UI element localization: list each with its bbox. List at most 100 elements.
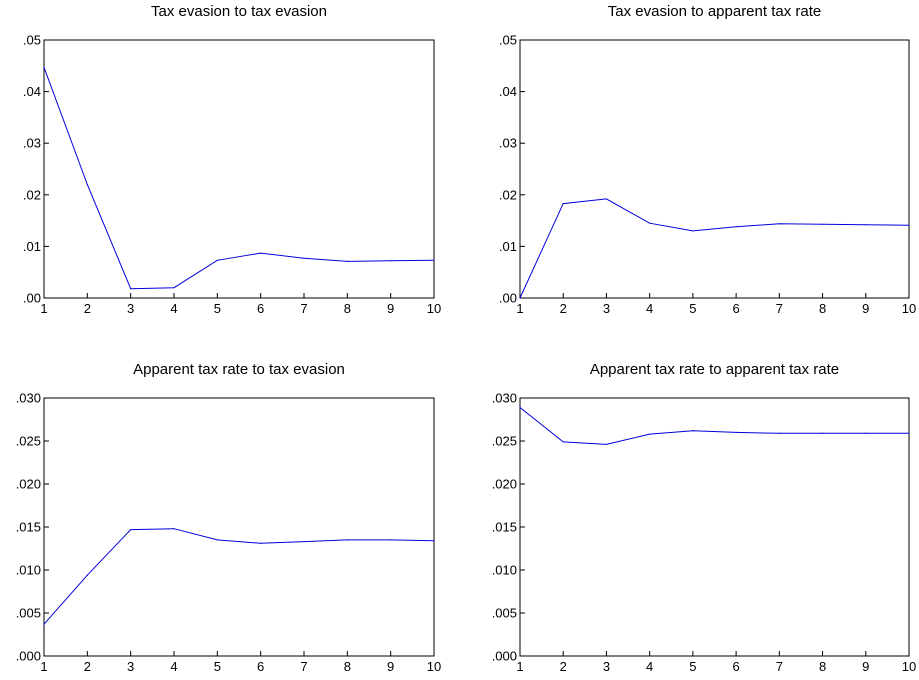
x-tick-label: 10 bbox=[427, 301, 441, 316]
x-tick-label: 2 bbox=[84, 659, 91, 674]
y-tick-label: .05 bbox=[499, 33, 517, 48]
x-tick-label: 8 bbox=[344, 301, 351, 316]
x-tick-label: 6 bbox=[257, 659, 264, 674]
data-point bbox=[173, 287, 175, 289]
x-tick-label: 9 bbox=[387, 301, 394, 316]
x-tick-label: 5 bbox=[689, 301, 696, 316]
y-tick-label: .020 bbox=[16, 477, 41, 492]
x-tick-label: 3 bbox=[127, 659, 134, 674]
x-tick-label: 4 bbox=[170, 659, 177, 674]
data-point bbox=[649, 433, 651, 435]
chart-title: Apparent tax rate to apparent tax rate bbox=[590, 361, 839, 378]
y-tick-label: .04 bbox=[499, 84, 517, 99]
data-point bbox=[865, 224, 867, 226]
x-tick-label: 7 bbox=[776, 659, 783, 674]
data-point bbox=[43, 623, 45, 625]
chart-panel-2: Tax evasion to apparent tax rate .00 .01 .0… bbox=[499, 3, 916, 316]
data-point bbox=[908, 432, 910, 434]
y-tick-label: .01 bbox=[23, 239, 41, 254]
data-point bbox=[735, 431, 737, 433]
x-tick-label: 2 bbox=[560, 301, 567, 316]
plot-frame bbox=[519, 397, 910, 657]
chart-panel-3: Apparent tax rate to tax evasion .000 .005… bbox=[16, 361, 442, 674]
x-tick-label: 5 bbox=[689, 659, 696, 674]
data-point bbox=[216, 259, 218, 261]
x-tick-label: 5 bbox=[214, 659, 221, 674]
y-tick-label: .005 bbox=[492, 606, 517, 621]
y-tick-label: .000 bbox=[16, 649, 41, 664]
x-tick-label: 8 bbox=[344, 659, 351, 674]
y-tick-label: .030 bbox=[16, 391, 41, 406]
data-point bbox=[346, 260, 348, 262]
chart-title: Tax evasion to apparent tax rate bbox=[608, 3, 821, 20]
data-point bbox=[821, 223, 824, 225]
x-tick-label: 9 bbox=[862, 301, 869, 316]
data-point bbox=[778, 223, 780, 225]
y-tick-label: .020 bbox=[492, 477, 517, 492]
x-tick-label: 7 bbox=[776, 301, 783, 316]
x-tick-label: 3 bbox=[127, 301, 134, 316]
x-tick-label: 1 bbox=[40, 301, 47, 316]
data-point bbox=[519, 297, 521, 299]
x-tick-label: 4 bbox=[646, 301, 653, 316]
y-tick-label: .005 bbox=[16, 606, 41, 621]
x-tick-label: 1 bbox=[40, 659, 47, 674]
x-tick-label: 6 bbox=[732, 659, 739, 674]
plot-frame bbox=[43, 397, 435, 657]
x-tick-label: 8 bbox=[819, 301, 826, 316]
series-line bbox=[519, 198, 910, 299]
data-point bbox=[86, 183, 88, 186]
data-point bbox=[605, 198, 608, 200]
data-point bbox=[605, 443, 608, 446]
x-tick-label: 8 bbox=[819, 659, 826, 674]
y-tick-label: .04 bbox=[23, 84, 41, 99]
chart-panel-1: Tax evasion to tax evasion .00 .01 .02 .03 .0… bbox=[23, 3, 441, 316]
y-tick-label: .03 bbox=[499, 136, 517, 151]
x-tick-label: 1 bbox=[516, 301, 523, 316]
data-point bbox=[390, 539, 392, 541]
data-point bbox=[390, 260, 392, 262]
y-tick-label: .01 bbox=[499, 239, 517, 254]
y-tick-label: .010 bbox=[16, 563, 41, 578]
chart-title: Apparent tax rate to tax evasion bbox=[133, 361, 345, 378]
chart-title: Tax evasion to tax evasion bbox=[151, 3, 327, 20]
data-point bbox=[692, 430, 694, 432]
data-point bbox=[173, 528, 175, 530]
y-tick-label: .02 bbox=[499, 187, 517, 202]
x-tick-label: 2 bbox=[84, 301, 91, 316]
data-point bbox=[130, 288, 132, 290]
data-point bbox=[519, 406, 521, 409]
data-point bbox=[692, 230, 694, 232]
data-point bbox=[260, 252, 262, 254]
data-point bbox=[433, 259, 435, 261]
x-tick-label: 9 bbox=[862, 659, 869, 674]
data-point bbox=[908, 224, 910, 226]
plot-frame bbox=[519, 39, 910, 299]
data-point bbox=[303, 257, 305, 259]
x-tick-label: 3 bbox=[603, 301, 610, 316]
x-tick-label: 1 bbox=[516, 659, 523, 674]
data-point bbox=[260, 542, 262, 544]
data-point bbox=[433, 540, 435, 542]
data-point bbox=[778, 432, 780, 434]
series-line bbox=[519, 407, 909, 445]
series-line bbox=[43, 528, 435, 625]
x-tick-label: 4 bbox=[646, 659, 653, 674]
x-tick-label: 6 bbox=[732, 301, 739, 316]
data-point bbox=[216, 539, 218, 541]
x-tick-label: 6 bbox=[257, 301, 264, 316]
x-tick-label: 10 bbox=[902, 301, 916, 316]
data-point bbox=[649, 222, 651, 224]
y-tick-label: .000 bbox=[492, 649, 517, 664]
x-tick-label: 2 bbox=[560, 659, 567, 674]
x-tick-label: 10 bbox=[902, 659, 916, 674]
y-tick-label: .025 bbox=[492, 434, 517, 449]
y-tick-label: .02 bbox=[23, 187, 41, 202]
data-point bbox=[130, 528, 132, 531]
x-tick-label: 5 bbox=[214, 301, 221, 316]
x-tick-label: 7 bbox=[300, 301, 307, 316]
data-point bbox=[735, 226, 737, 228]
data-point bbox=[346, 539, 348, 541]
y-tick-label: .030 bbox=[492, 391, 517, 406]
